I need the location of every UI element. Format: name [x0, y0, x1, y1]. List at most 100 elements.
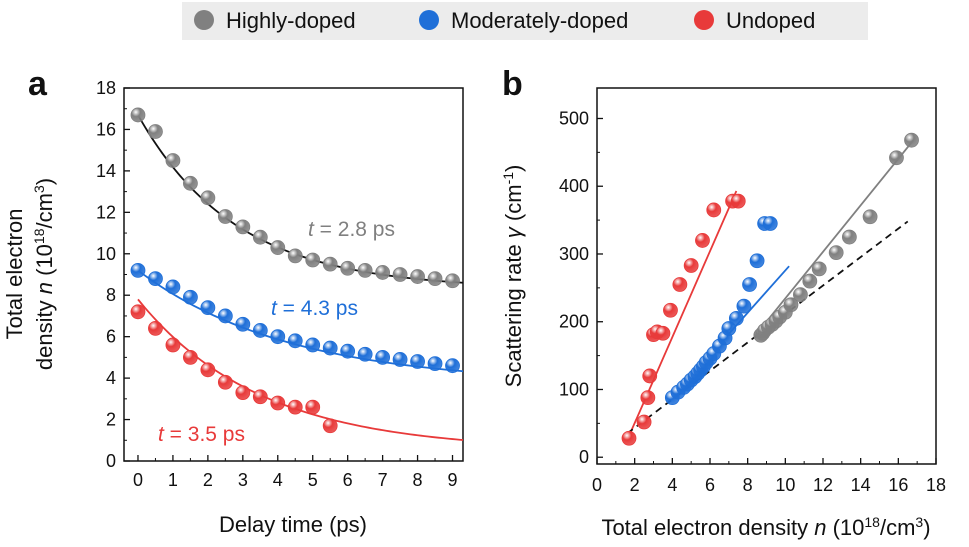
panel-b-point-highly-doped: [904, 132, 919, 148]
panel-b-ylabel: Scattering rate γ (cm-1): [500, 165, 526, 388]
legend-box: [182, 2, 868, 40]
panel-a-point-moderately-doped: [165, 279, 181, 295]
panel-a-point-highly-doped: [445, 273, 460, 289]
legend-marker-highly: [194, 10, 214, 30]
panel-a-point-moderately-doped: [427, 356, 443, 372]
panel-a-ytick-label: 12: [96, 202, 116, 222]
panel-b-ytick-label: 100: [559, 379, 589, 399]
panel-a-point-moderately-doped: [270, 329, 286, 345]
panel-b-point-highly-doped: [811, 261, 827, 277]
legend-marker-moderately: [419, 10, 439, 30]
panel-a-point-highly-doped: [270, 240, 286, 255]
panel-b-point-undoped: [663, 302, 678, 318]
panel-a-point-highly-doped: [410, 269, 425, 284]
panel-a-point-moderately-doped: [148, 271, 163, 287]
panel-a-point-highly-doped: [148, 124, 163, 139]
annotation-tau-undoped: t = 3.5 ps: [158, 423, 245, 446]
panel-a-point-undoped: [235, 385, 251, 401]
panel-a-point-moderately-doped: [217, 308, 233, 324]
panel-b-ytick-label: 200: [559, 312, 589, 332]
panel-a-point-highly-doped: [427, 271, 443, 287]
panel-b-ylabel-text: Scattering rate γ (cm-1): [500, 165, 526, 388]
legend-marker-undoped: [694, 10, 714, 30]
panel-a-point-undoped: [148, 320, 163, 336]
panel-b-xtick-label: 2: [630, 475, 640, 495]
panel-b-point-undoped: [621, 430, 637, 446]
panel-b-ytick-label: 300: [559, 244, 589, 264]
panel-a-point-moderately-doped: [305, 337, 321, 353]
panel-b-xtick-label: 10: [775, 475, 795, 495]
panel-a-point-highly-doped: [357, 262, 373, 278]
panel-b-point-highly-doped: [802, 273, 818, 289]
panel-a-xtick-label: 9: [448, 470, 458, 490]
panel-b-ytick-label: 0: [579, 447, 589, 467]
panel-b-fit-reference: [626, 220, 909, 435]
panel-label-b: b: [502, 65, 523, 103]
panel-b-point-undoped: [636, 414, 652, 430]
panel-a-point-undoped: [305, 399, 321, 415]
panel-a-point-undoped: [130, 304, 146, 320]
panel-a-xtick-label: 2: [203, 470, 213, 490]
panel-a-point-moderately-doped: [322, 340, 338, 356]
panel-a-point-highly-doped: [217, 209, 233, 224]
panel-a-xtick-label: 0: [133, 470, 143, 490]
panel-a-point-highly-doped: [165, 153, 181, 168]
panel-a-xlabel: Delay time (ps): [219, 512, 367, 537]
panel-b-point-highly-doped: [783, 297, 799, 313]
panel-b-point-undoped: [655, 325, 671, 341]
panel-a-ytick-label: 14: [96, 161, 116, 181]
panel-a-point-undoped: [183, 349, 198, 365]
panel-a-point-highly-doped: [200, 190, 216, 206]
panel-b-xtick-label: 14: [851, 475, 871, 495]
panel-a-xtick-label: 8: [413, 470, 423, 490]
panel-b-point-moderately-doped: [728, 310, 744, 326]
panel-b-points: [621, 132, 919, 446]
panel-b-point-undoped: [706, 202, 722, 218]
annotation-tau-highly: t = 2.8 ps: [308, 218, 395, 241]
panel-a-ytick-label: 0: [106, 451, 116, 471]
panel-b-point-moderately-doped: [762, 216, 778, 231]
panel-b-xtick-label: 12: [813, 475, 833, 495]
legend: Highly-doped Moderately-doped Undoped: [182, 2, 868, 40]
panel-b: 0 2 4 6 8 10 12 14 16 18 0 100 200 300 400 500 Total el…: [500, 87, 946, 540]
panel-a-ytick-label: 4: [106, 368, 116, 388]
panel-b-point-undoped: [730, 193, 746, 209]
panel-a-point-moderately-doped: [392, 352, 408, 367]
panel-a-point-moderately-doped: [252, 323, 268, 338]
legend-label-moderately: Moderately-doped: [451, 8, 628, 33]
panel-b-xtick-label: 8: [743, 475, 753, 495]
panel-a-ytick-label: 16: [96, 119, 116, 139]
panel-b-point-moderately-doped: [736, 298, 752, 314]
panel-a-ytick-label: 8: [106, 285, 116, 305]
panel-b-xtick-label: 0: [592, 475, 602, 495]
panel-b-point-moderately-doped: [721, 321, 737, 336]
panel-a-point-moderately-doped: [445, 358, 460, 374]
panel-a-points: [130, 107, 460, 434]
panel-a-point-moderately-doped: [340, 343, 356, 359]
panel-a-point-moderately-doped: [183, 289, 198, 305]
panel-a-point-highly-doped: [130, 107, 146, 123]
panel-a-point-moderately-doped: [235, 316, 251, 332]
panel-a-point-highly-doped: [392, 267, 408, 282]
panel-b-point-undoped: [672, 277, 688, 292]
legend-label-highly: Highly-doped: [226, 8, 356, 33]
panel-a-point-highly-doped: [183, 175, 198, 191]
panel-b-xtick-label: 4: [667, 475, 677, 495]
panel-a-xtick-label: 6: [343, 470, 353, 490]
panel-a-point-highly-doped: [340, 260, 356, 276]
panel-b-point-moderately-doped: [742, 277, 757, 292]
annotation-tau-moderately: t = 4.3 ps: [271, 297, 358, 320]
panel-a-ylabel-line2: density n (1018/cm3): [31, 178, 57, 370]
panel-a-point-undoped: [217, 374, 233, 390]
panel-a-point-undoped: [287, 399, 303, 415]
panel-a-ytick-label: 10: [96, 244, 116, 264]
panel-b-point-highly-doped: [793, 287, 808, 303]
panel-a-point-undoped: [322, 418, 338, 434]
panel-a-point-highly-doped: [322, 256, 338, 272]
panel-b-fit-highly-doped: [756, 139, 915, 334]
panel-a-point-highly-doped: [287, 248, 303, 264]
panel-a-ylabel: Total electron density n (1018/cm3): [2, 178, 57, 370]
panel-a-point-undoped: [252, 389, 268, 405]
panel-b-ticks: 0 2 4 6 8 10 12 14 16 18 0 100 200 300 400 500: [559, 108, 946, 495]
